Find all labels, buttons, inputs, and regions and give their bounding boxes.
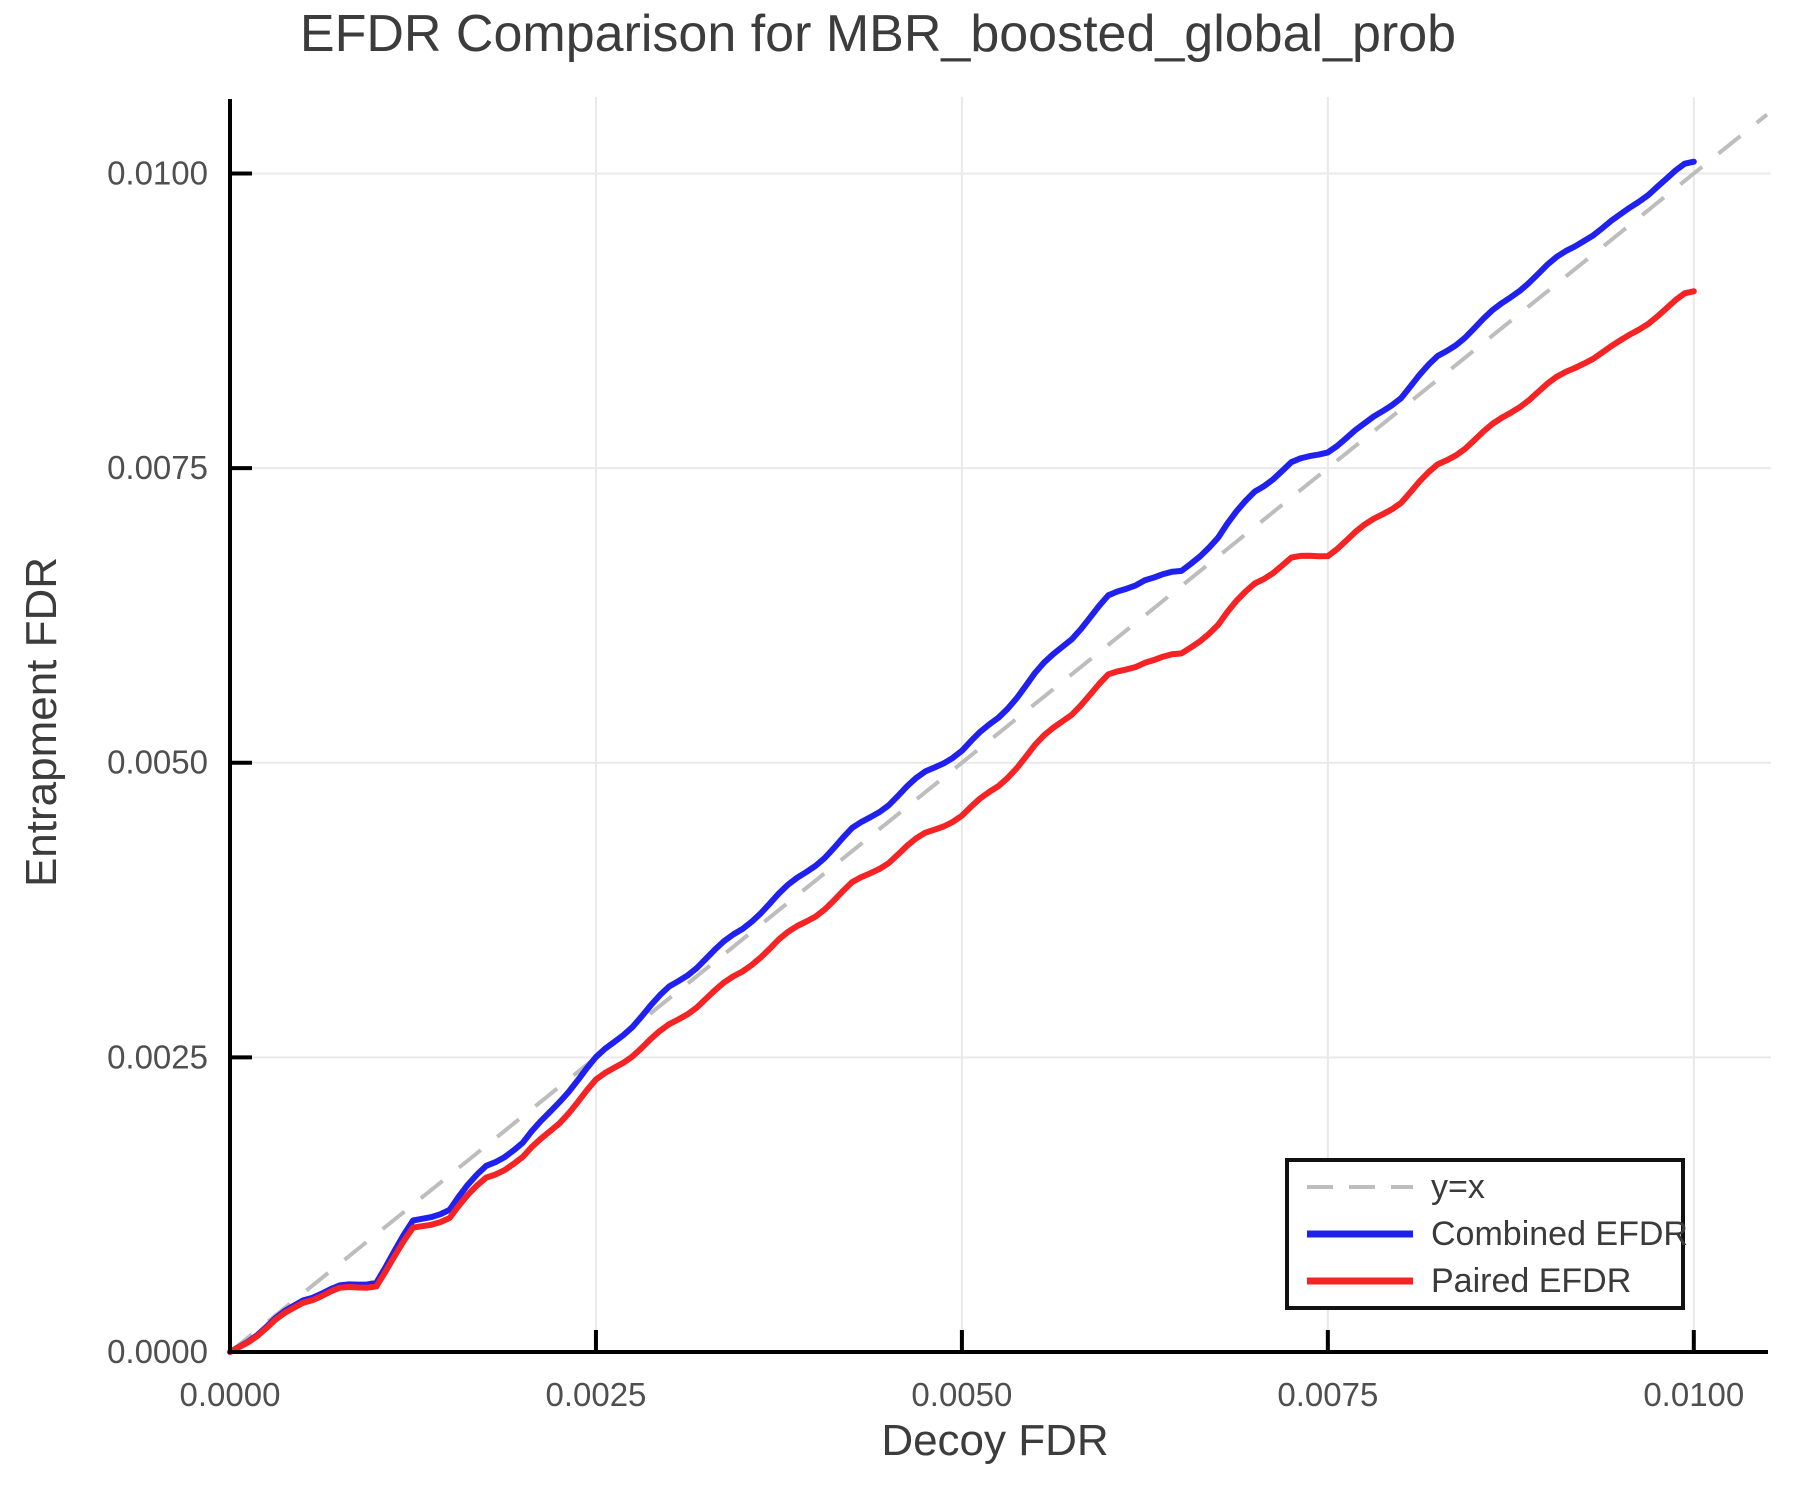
y-tick-label: 0.0000 xyxy=(107,1333,208,1370)
x-tick-label: 0.0050 xyxy=(911,1376,1012,1413)
tick-marks xyxy=(228,171,1696,1354)
tick-labels: 0.0000 0.0025 0.0050 0.0075 0.0100 0.0000 0.00… xyxy=(107,154,1744,1413)
series-line-paired-efdr xyxy=(227,288,1697,1355)
chart-title: EFDR Comparison for MBR_boosted_global_p… xyxy=(299,5,1457,63)
legend-entry: Paired EFDR xyxy=(1305,1262,1681,1300)
y-tick-label: 0.0025 xyxy=(107,1038,208,1075)
legend-entry: Combined EFDR xyxy=(1305,1215,1688,1253)
legend-dashed-line-sample xyxy=(1307,1185,1413,1189)
legend-label: Combined EFDR xyxy=(1431,1215,1688,1253)
y-tick-label: 0.0050 xyxy=(107,744,208,781)
x-tick-label: 0.0025 xyxy=(545,1376,646,1413)
legend-label: Paired EFDR xyxy=(1431,1262,1632,1300)
axes xyxy=(228,99,1768,1354)
x-tick-label: 0.0000 xyxy=(180,1376,281,1413)
x-axis-label: Decoy FDR xyxy=(881,1416,1109,1465)
series-line-combined-efdr xyxy=(227,158,1697,1355)
legend-box: y=x Combined EFDR Paired EFDR xyxy=(1285,1158,1688,1310)
y-tick-label: 0.0100 xyxy=(107,154,208,191)
legend-line-sample xyxy=(1307,1230,1413,1238)
legend-line-sample xyxy=(1307,1277,1413,1285)
gridlines xyxy=(230,97,1771,1352)
y-tick-label: 0.0075 xyxy=(107,449,208,486)
series-line-y-x xyxy=(228,112,1769,1354)
legend-label: y=x xyxy=(1431,1168,1485,1206)
data-series xyxy=(227,112,1769,1355)
x-tick-label: 0.0100 xyxy=(1643,1376,1744,1413)
legend-entry: y=x xyxy=(1305,1168,1681,1206)
x-tick-label: 0.0075 xyxy=(1277,1376,1378,1413)
y-axis-label: Entrapment FDR xyxy=(17,556,66,888)
